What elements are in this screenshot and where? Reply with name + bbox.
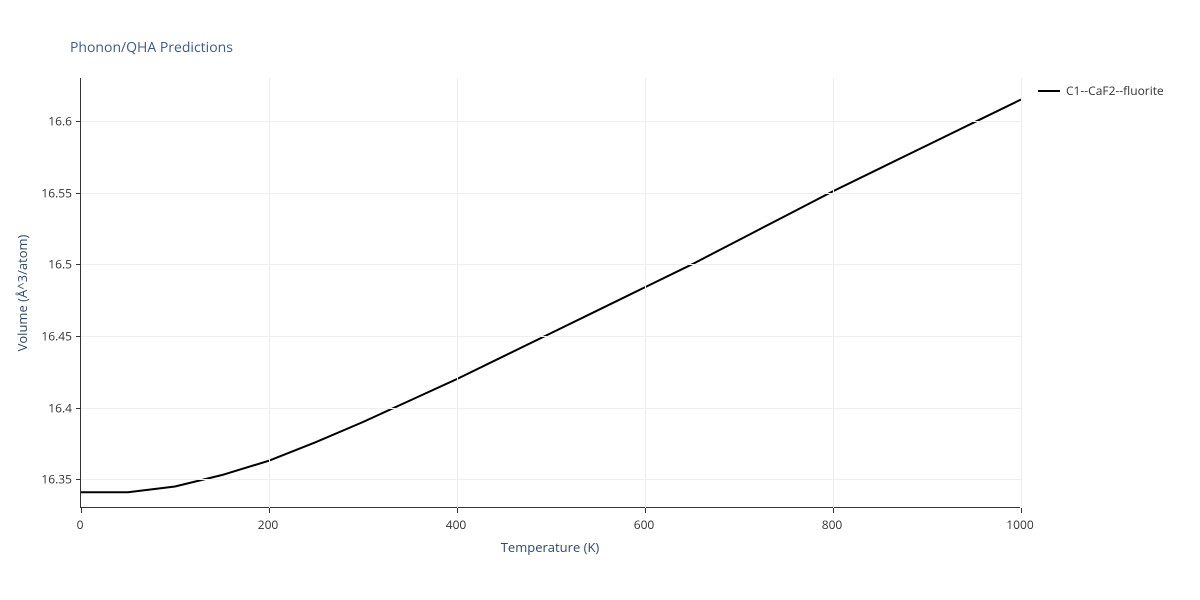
x-tick-label: 800 — [822, 516, 843, 533]
y-tick-label: 16.6 — [38, 113, 72, 130]
x-tick-label: 1000 — [1006, 516, 1033, 533]
y-tick — [76, 193, 81, 194]
legend-label: C1--CaF2--fluorite — [1066, 82, 1164, 99]
y-tick-label: 16.5 — [38, 256, 72, 273]
line-series-svg — [81, 78, 1021, 508]
x-tick — [1021, 508, 1022, 513]
y-tick-label: 16.4 — [38, 399, 72, 416]
x-tick — [81, 508, 82, 513]
y-axis-label: Volume (Å^3/atom) — [13, 235, 31, 352]
gridline-horizontal — [81, 193, 1021, 194]
gridline-horizontal — [81, 121, 1021, 122]
y-tick — [76, 479, 81, 480]
x-tick — [269, 508, 270, 513]
gridline-vertical — [457, 78, 458, 508]
x-tick-label: 200 — [258, 516, 279, 533]
gridline-horizontal — [81, 264, 1021, 265]
x-axis-label: Temperature (K) — [501, 538, 600, 556]
y-tick-label: 16.55 — [38, 184, 72, 201]
x-tick-label: 0 — [77, 516, 84, 533]
gridline-vertical — [833, 78, 834, 508]
gridline-horizontal — [81, 408, 1021, 409]
x-tick — [833, 508, 834, 513]
x-tick — [457, 508, 458, 513]
y-tick — [76, 264, 81, 265]
series-line — [81, 100, 1021, 493]
x-tick — [645, 508, 646, 513]
gridline-vertical — [1021, 78, 1022, 508]
plot-area — [80, 78, 1020, 508]
y-tick — [76, 408, 81, 409]
gridline-vertical — [645, 78, 646, 508]
y-tick — [76, 336, 81, 337]
legend: C1--CaF2--fluorite — [1038, 82, 1164, 99]
y-tick-label: 16.35 — [38, 471, 72, 488]
x-tick-label: 600 — [634, 516, 655, 533]
chart-title: Phonon/QHA Predictions — [70, 38, 233, 57]
gridline-horizontal — [81, 479, 1021, 480]
x-tick-label: 400 — [446, 516, 467, 533]
y-tick — [76, 121, 81, 122]
y-tick-label: 16.45 — [38, 328, 72, 345]
gridline-vertical — [269, 78, 270, 508]
gridline-horizontal — [81, 336, 1021, 337]
legend-swatch — [1038, 90, 1060, 92]
legend-item[interactable]: C1--CaF2--fluorite — [1038, 82, 1164, 99]
